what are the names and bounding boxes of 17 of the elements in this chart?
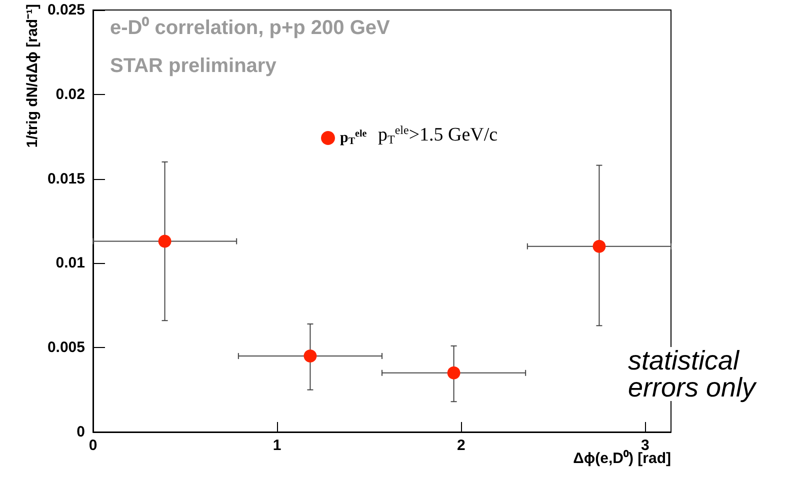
y-tick-label: 0.02	[56, 86, 85, 103]
y-tick-label: 0	[76, 424, 85, 440]
x-tick-label: 0	[88, 437, 98, 454]
y-tick-label: 0.01	[56, 254, 85, 272]
y-axis-title: 1/trig dN/dΔϕ [rad⁻¹]	[24, 4, 41, 148]
point	[592, 240, 606, 253]
point	[447, 366, 460, 380]
point	[158, 234, 172, 248]
annotation: statistical errors only	[628, 346, 758, 402]
y-tick-label: 0.025	[47, 2, 85, 18]
y-tick-label: 0.015	[47, 170, 85, 188]
point	[304, 350, 317, 363]
x-tick-label: 2	[456, 437, 466, 454]
annotation: e-D⁰ correlation, p+p 200 GeV	[110, 16, 391, 39]
y-tick-label: 0.005	[47, 339, 85, 356]
annotation: STAR preliminary	[110, 55, 278, 77]
x-tick-label: 1	[272, 437, 282, 454]
